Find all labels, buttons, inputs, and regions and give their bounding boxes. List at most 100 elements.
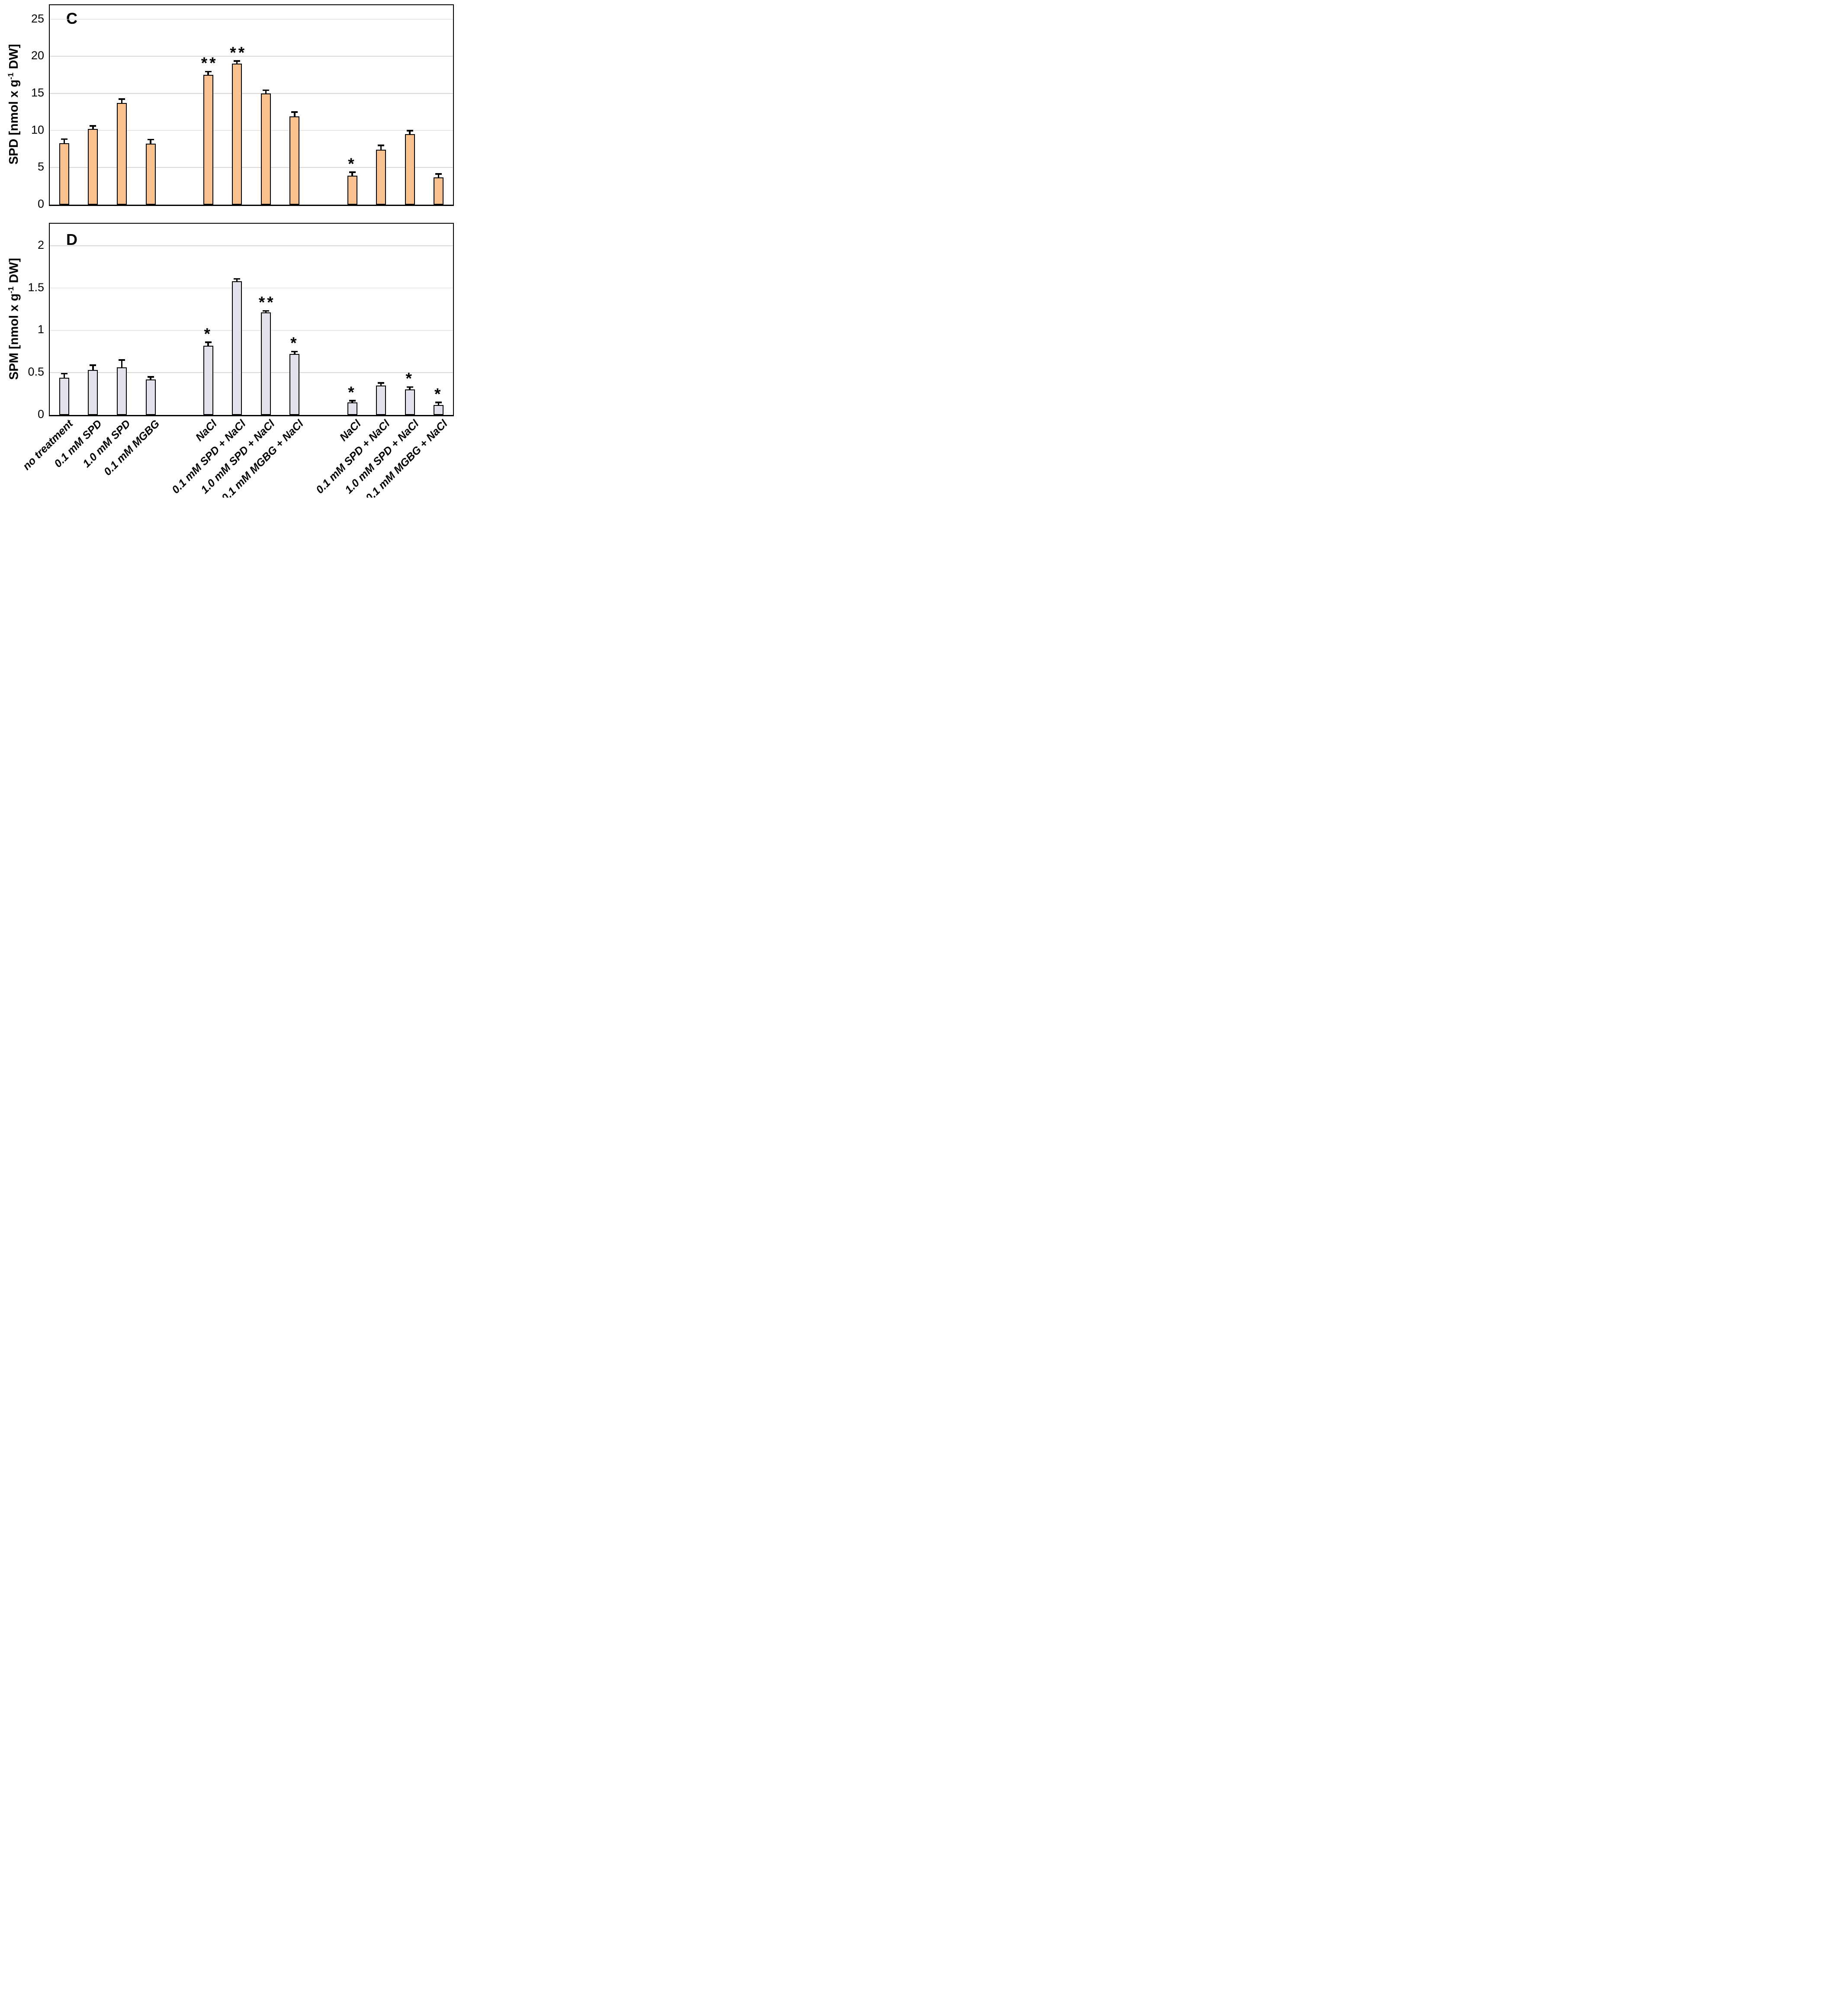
error-bar-stem bbox=[351, 172, 353, 176]
gridline bbox=[50, 167, 453, 168]
error-bar-cap bbox=[378, 145, 385, 146]
bar-d-2 bbox=[88, 370, 98, 415]
error-bar-cap bbox=[234, 60, 241, 62]
bar-d-7 bbox=[260, 312, 271, 415]
error-bar-stem bbox=[409, 387, 411, 390]
gridline bbox=[50, 372, 453, 373]
y-tick-label: 1.5 bbox=[28, 280, 44, 294]
bar-d-6 bbox=[232, 281, 242, 415]
error-bar-stem bbox=[409, 130, 411, 135]
x-axis-labels: no treatment 0.1 mM SPD 1.0 mM SPD 0.1 mM M… bbox=[20, 414, 452, 498]
error-bar-stem bbox=[207, 71, 209, 75]
y-axis-ticks-panel-d: 0 0.5 1 1.5 2 bbox=[0, 223, 44, 421]
error-bar-stem bbox=[150, 377, 151, 379]
bar-d-8 bbox=[289, 354, 300, 415]
error-bar-stem bbox=[265, 90, 267, 93]
significance-mark: * bbox=[405, 370, 414, 388]
error-bar-stem bbox=[207, 342, 209, 346]
error-bar-stem bbox=[380, 145, 382, 150]
y-tick-label: 5 bbox=[37, 160, 44, 174]
bar-d-1 bbox=[59, 377, 69, 415]
panel-label-d: D bbox=[66, 231, 77, 248]
y-tick-label: 10 bbox=[31, 123, 44, 136]
significance-mark: * bbox=[290, 334, 299, 352]
bar-c-2 bbox=[88, 129, 98, 205]
figure-bar-charts: SPD [nmol x g-1 DW] 0 5 10 15 20 25 C ** ** * S… bbox=[0, 0, 462, 498]
significance-mark: * bbox=[348, 154, 357, 173]
bar-d-5 bbox=[203, 345, 213, 415]
error-bar-cap bbox=[147, 138, 154, 141]
plot-area-panel-c: C ** ** * bbox=[49, 4, 454, 206]
error-bar-cap bbox=[378, 382, 385, 384]
error-bar-stem bbox=[236, 279, 238, 281]
error-bar-cap bbox=[118, 98, 125, 100]
plot-area-panel-d: D * ** * * * * bbox=[49, 223, 454, 416]
bar-c-6 bbox=[232, 64, 242, 205]
error-bar-cap bbox=[205, 341, 212, 343]
y-tick-label: 20 bbox=[31, 49, 44, 62]
error-bar-cap bbox=[118, 359, 125, 361]
bar-d-3 bbox=[116, 367, 127, 415]
panel-label-c: C bbox=[66, 10, 77, 27]
error-bar-stem bbox=[236, 61, 238, 64]
error-bar-cap bbox=[435, 402, 442, 403]
y-tick-label: 25 bbox=[31, 12, 44, 25]
error-bar-cap bbox=[349, 171, 356, 173]
error-bar-stem bbox=[63, 373, 65, 378]
error-bar-cap bbox=[406, 130, 413, 132]
error-bar-cap bbox=[205, 71, 212, 73]
significance-mark: * bbox=[348, 383, 357, 401]
bar-c-5 bbox=[203, 75, 213, 205]
gridline bbox=[50, 287, 453, 289]
error-bar-cap bbox=[234, 278, 241, 280]
significance-mark: * bbox=[434, 385, 443, 403]
bar-c-12 bbox=[434, 177, 444, 205]
bar-c-4 bbox=[145, 144, 156, 205]
gridline bbox=[50, 93, 453, 94]
error-bar-stem bbox=[438, 174, 440, 177]
x-axis-label: NaCl bbox=[193, 418, 219, 444]
error-bar-cap bbox=[262, 310, 269, 312]
error-bar-stem bbox=[63, 139, 65, 143]
y-tick-label: 2 bbox=[37, 238, 44, 251]
error-bar-cap bbox=[291, 111, 298, 113]
error-bar-cap bbox=[291, 350, 298, 353]
error-bar-stem bbox=[294, 112, 296, 117]
bar-c-11 bbox=[405, 134, 415, 205]
y-tick-label: 0 bbox=[37, 408, 44, 421]
bar-d-12 bbox=[434, 405, 444, 415]
error-bar-stem bbox=[121, 99, 123, 103]
bar-c-7 bbox=[260, 93, 271, 205]
gridline bbox=[50, 330, 453, 331]
bar-c-3 bbox=[116, 103, 127, 205]
bar-c-8 bbox=[289, 116, 300, 205]
gridline bbox=[50, 245, 453, 246]
bar-d-4 bbox=[145, 379, 156, 415]
bar-d-9 bbox=[347, 402, 357, 415]
error-bar-stem bbox=[121, 360, 123, 368]
x-axis-label: NaCl bbox=[337, 418, 363, 444]
y-tick-label: 0.5 bbox=[28, 365, 44, 379]
significance-mark: * bbox=[204, 325, 212, 343]
error-bar-cap bbox=[406, 386, 413, 388]
error-bar-cap bbox=[435, 173, 442, 175]
significance-mark: ** bbox=[258, 293, 276, 312]
bar-d-11 bbox=[405, 389, 415, 415]
error-bar-stem bbox=[92, 365, 94, 370]
y-tick-label: 0 bbox=[37, 197, 44, 210]
error-bar-cap bbox=[349, 400, 356, 402]
y-axis-ticks-panel-c: 0 5 10 15 20 25 bbox=[0, 4, 44, 210]
significance-mark: ** bbox=[230, 43, 247, 61]
error-bar-cap bbox=[61, 138, 67, 140]
error-bar-stem bbox=[294, 351, 296, 354]
error-bar-stem bbox=[150, 139, 151, 144]
error-bar-stem bbox=[380, 383, 382, 386]
x-axis-label: no treatment bbox=[20, 418, 76, 473]
y-tick-label: 15 bbox=[31, 86, 44, 99]
error-bar-cap bbox=[90, 364, 96, 366]
gridline bbox=[50, 56, 453, 57]
gridline bbox=[50, 19, 453, 20]
error-bar-cap bbox=[90, 125, 96, 127]
error-bar-cap bbox=[61, 373, 67, 375]
gridline bbox=[50, 130, 453, 131]
